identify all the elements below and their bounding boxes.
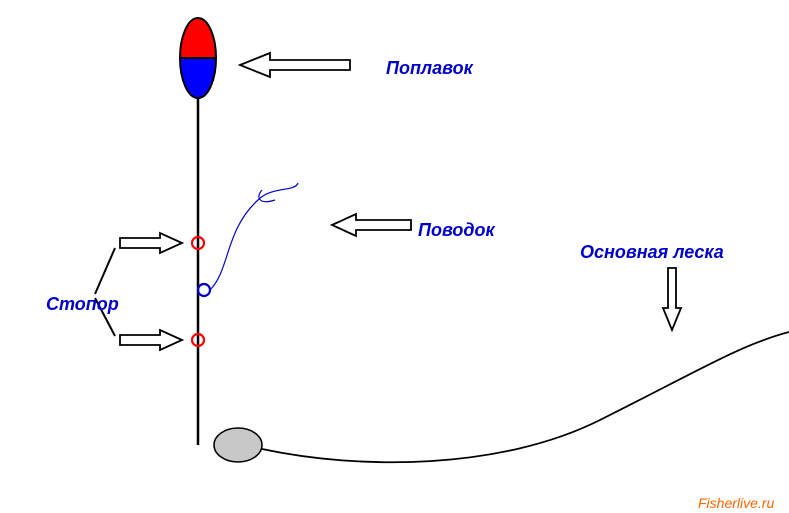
sinker-weight (214, 428, 262, 462)
label-stopper: Стопор (46, 294, 119, 315)
float-shape (180, 18, 216, 98)
arrow-to-mainline-icon (663, 268, 681, 330)
label-float: Поплавок (386, 58, 473, 79)
stopper-connector-top (95, 248, 115, 294)
leader-line (210, 183, 298, 290)
watermark: Fisherlive.ru (698, 495, 774, 511)
main-line-curve (262, 332, 789, 462)
arrow-to-float-icon (240, 53, 350, 77)
arrow-to-leader-icon (332, 214, 411, 236)
stopper-ring-middle (198, 284, 210, 296)
arrow-to-stopper-top-icon (120, 233, 182, 253)
arrow-to-stopper-bottom-icon (120, 330, 182, 350)
label-mainline: Основная леска (580, 242, 724, 263)
label-leader: Поводок (418, 220, 495, 241)
